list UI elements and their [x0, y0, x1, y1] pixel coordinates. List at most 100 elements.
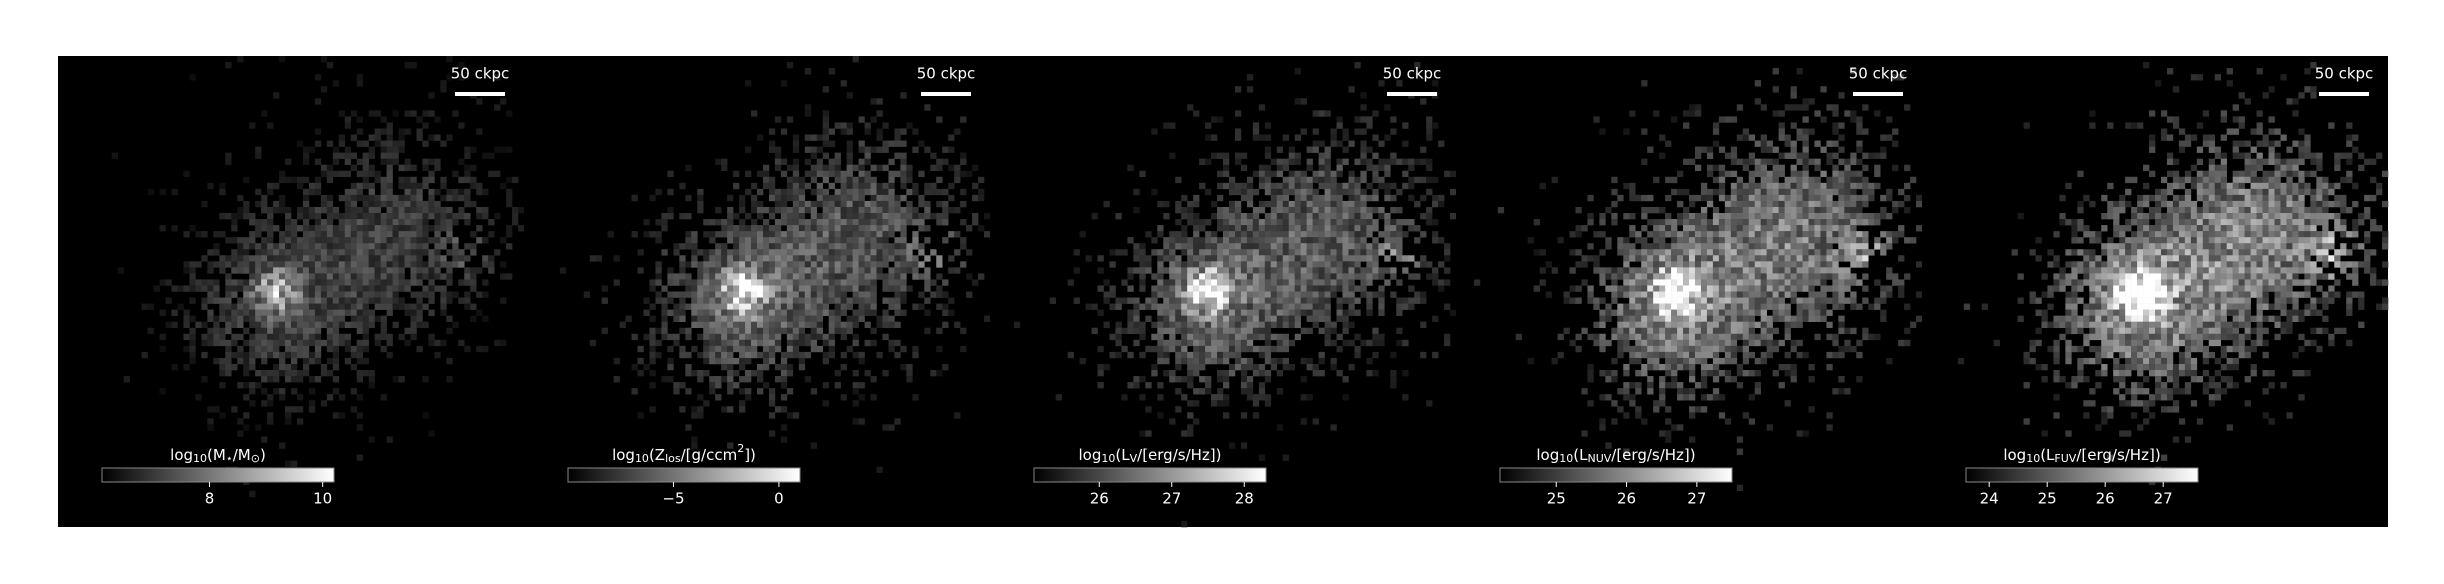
pixel: [255, 225, 262, 232]
pixel: [840, 303, 847, 310]
pixel: [1689, 345, 1696, 353]
pixel: [1599, 370, 1606, 377]
pixel: [780, 188, 788, 196]
pixel: [1181, 194, 1188, 202]
pixel: [237, 345, 244, 353]
pixel: [984, 315, 991, 322]
pixel: [410, 291, 417, 298]
pixel: [1157, 345, 1164, 353]
pixel: [386, 176, 393, 184]
pixel: [727, 206, 734, 214]
pixel: [1246, 285, 1254, 292]
pixel: [1258, 291, 1266, 298]
pixel: [637, 345, 644, 353]
pixel: [1264, 249, 1272, 256]
pixel: [416, 255, 423, 262]
pixel: [1665, 357, 1672, 365]
pixel: [1300, 249, 1307, 256]
pixel: [1617, 321, 1624, 329]
pixel: [1718, 255, 1726, 262]
pixel: [314, 249, 322, 256]
pixel: [470, 303, 477, 310]
pixel: [888, 315, 895, 322]
pixel: [374, 206, 381, 214]
pixel: [1623, 315, 1630, 322]
pixel: [255, 261, 262, 268]
pixel: [219, 370, 226, 377]
pixel: [828, 267, 835, 274]
pixel: [1617, 291, 1624, 298]
pixel: [1689, 376, 1696, 383]
pixel: [792, 134, 800, 141]
pixel: [285, 370, 292, 377]
pixel: [410, 249, 417, 256]
pixel: [1055, 394, 1062, 401]
pixel: [237, 243, 244, 250]
pixel: [1217, 400, 1224, 407]
pixel: [774, 200, 782, 208]
pixel: [1217, 339, 1224, 347]
pixel: [798, 321, 806, 329]
pixel: [261, 267, 268, 274]
pixel: [1246, 182, 1254, 190]
pixel: [1103, 200, 1110, 208]
pixel: [1264, 170, 1272, 178]
pixel: [822, 164, 829, 172]
pixel: [768, 273, 776, 280]
pixel: [1581, 430, 1588, 437]
pixel: [279, 56, 286, 63]
pixel: [1217, 249, 1224, 256]
pixel: [780, 200, 788, 208]
pixel: [386, 225, 393, 232]
pixel: [1384, 267, 1391, 274]
pixel: [834, 261, 841, 268]
pixel: [876, 194, 883, 202]
pixel: [912, 255, 919, 262]
pixel: [679, 309, 686, 316]
pixel: [273, 370, 280, 377]
pixel: [368, 182, 375, 190]
pixel: [1127, 297, 1134, 304]
pixel: [786, 297, 794, 304]
colorbar: [1033, 467, 1267, 483]
pixel: [279, 339, 286, 347]
pixel: [1671, 116, 1678, 123]
pixel: [721, 309, 728, 316]
pixel: [786, 176, 794, 184]
pixel: [1336, 309, 1343, 316]
pixel: [1694, 146, 1702, 153]
pixel: [1366, 339, 1373, 347]
pixel: [291, 243, 298, 250]
pixel: [1091, 213, 1098, 220]
pixel: [1677, 351, 1684, 359]
pixel: [1223, 261, 1230, 268]
pixel: [1264, 345, 1272, 353]
pixel: [314, 339, 322, 347]
pixel: [1318, 182, 1325, 190]
pixel: [918, 140, 925, 147]
pixel: [314, 261, 322, 268]
pixel: [1390, 249, 1397, 256]
pixel: [918, 303, 925, 310]
pixel: [512, 213, 519, 220]
pixel: [452, 249, 459, 256]
pixel: [1199, 376, 1206, 383]
pixel: [1372, 152, 1379, 159]
pixel: [296, 345, 304, 353]
pixel: [1217, 327, 1224, 335]
pixel: [1671, 273, 1678, 280]
pixel: [1342, 237, 1349, 244]
pixel: [918, 249, 925, 256]
pixel: [1694, 339, 1702, 347]
pixel: [804, 309, 812, 316]
pixel: [1252, 370, 1260, 377]
pixel: [416, 303, 423, 310]
pixel: [1318, 297, 1325, 304]
pixel: [882, 213, 889, 220]
pixel: [243, 315, 250, 322]
pixel: [1223, 327, 1230, 335]
pixel: [1223, 339, 1230, 347]
pixel: [392, 200, 399, 208]
pixel: [894, 128, 901, 135]
pixel: [1593, 261, 1600, 268]
